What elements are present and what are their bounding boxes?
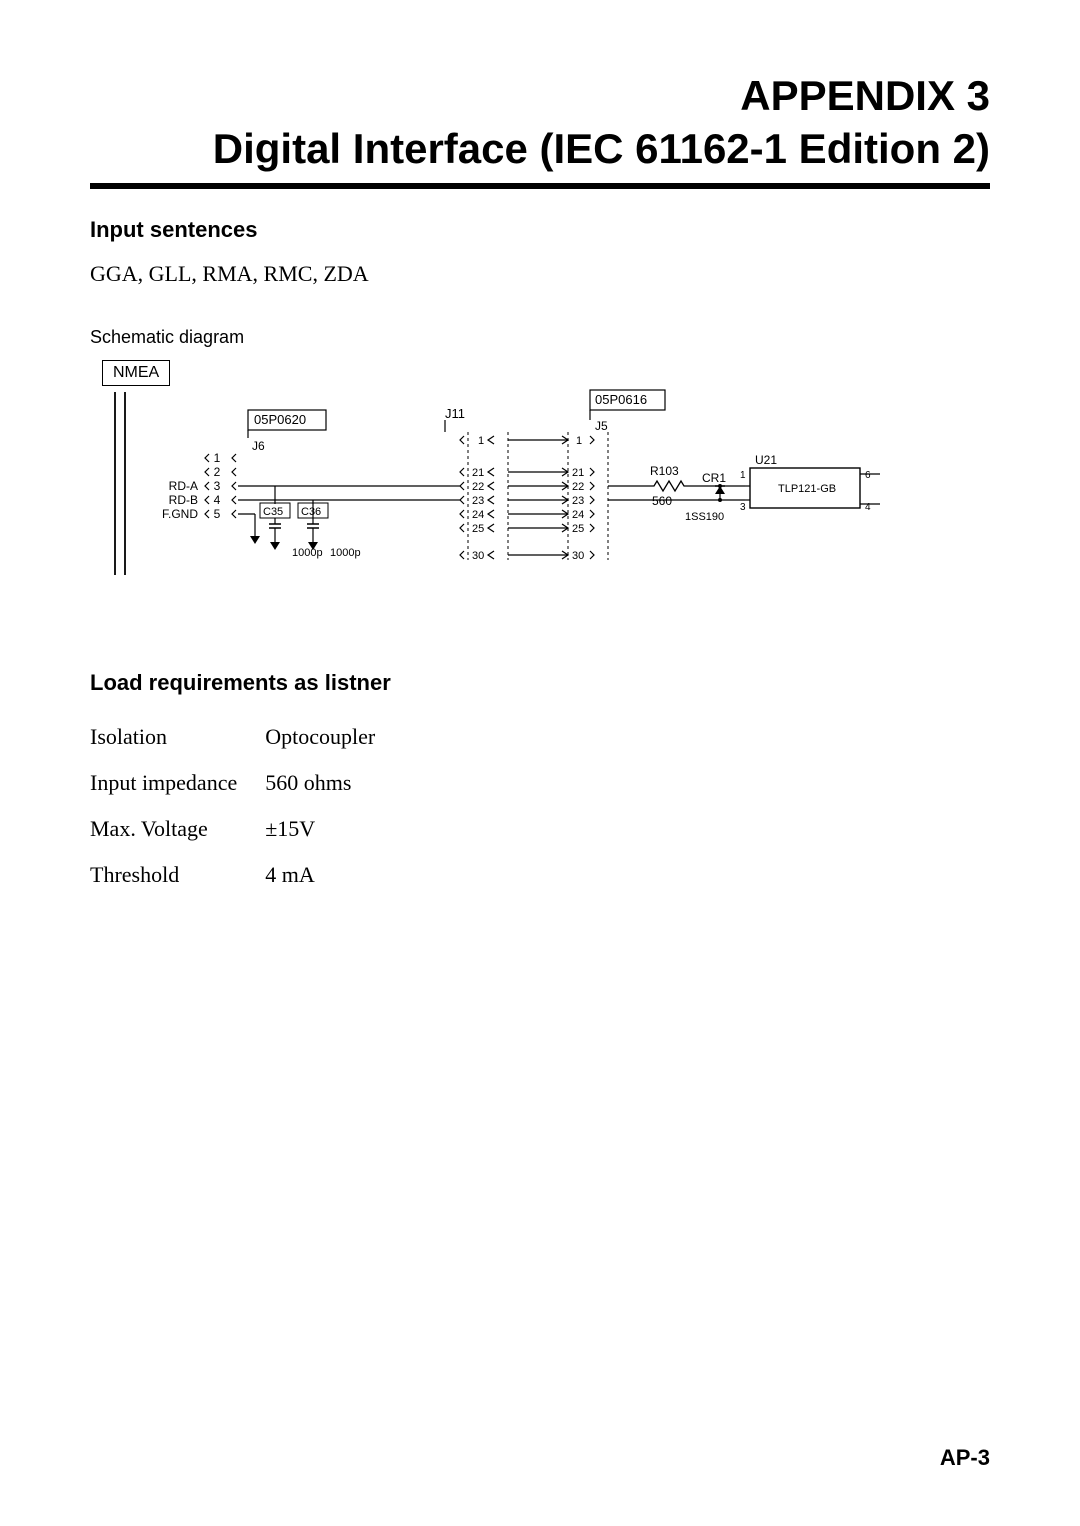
page-title-block: APPENDIX 3 Digital Interface (IEC 61162-…	[90, 70, 990, 189]
j11-label: J11	[445, 406, 465, 421]
table-row: Max. Voltage ±15V	[90, 806, 403, 852]
load-requirements-table: Isolation Optocoupler Input impedance 56…	[90, 714, 403, 898]
svg-text:30: 30	[472, 550, 484, 562]
svg-text:RD-A: RD-A	[169, 479, 198, 493]
svg-text:1SS190: 1SS190	[685, 511, 724, 523]
svg-text:4: 4	[214, 493, 221, 507]
svg-text:22: 22	[572, 481, 584, 493]
svg-text:U21: U21	[755, 453, 777, 467]
svg-text:C35: C35	[263, 506, 283, 518]
svg-text:05P0616: 05P0616	[595, 392, 647, 407]
svg-text:21: 21	[472, 467, 484, 479]
title-line2: Digital Interface (IEC 61162-1 Edition 2…	[90, 123, 990, 176]
svg-text:21: 21	[572, 467, 584, 479]
svg-text:1: 1	[740, 470, 746, 481]
title-line1: APPENDIX 3	[90, 70, 990, 123]
svg-text:RD-B: RD-B	[169, 493, 198, 507]
page-number: AP-3	[940, 1445, 990, 1471]
load-requirements-heading: Load requirements as listner	[90, 670, 990, 696]
svg-text:3: 3	[740, 502, 746, 513]
svg-text:1: 1	[576, 435, 582, 447]
svg-text:1: 1	[478, 435, 484, 447]
svg-text:23: 23	[572, 495, 584, 507]
j6-label: J6	[252, 439, 265, 453]
svg-text:24: 24	[572, 509, 584, 521]
svg-text:3: 3	[214, 479, 221, 493]
input-sentences-list: GGA, GLL, RMA, RMC, ZDA	[90, 261, 990, 287]
j11-pins: 1 21 22 23 24 25 30	[460, 435, 494, 562]
svg-text:24: 24	[472, 509, 484, 521]
load-label: Max. Voltage	[90, 806, 265, 852]
board1-label: 05P0620	[254, 412, 306, 427]
svg-text:CR1: CR1	[702, 471, 726, 485]
svg-text:F.GND: F.GND	[162, 507, 198, 521]
load-label: Threshold	[90, 852, 265, 898]
svg-text:2: 2	[214, 465, 221, 479]
svg-text:1: 1	[214, 451, 221, 465]
table-row: Threshold 4 mA	[90, 852, 403, 898]
svg-text:1000p: 1000p	[330, 547, 361, 559]
load-value: Optocoupler	[265, 714, 403, 760]
svg-text:22: 22	[472, 481, 484, 493]
svg-text:30: 30	[572, 550, 584, 562]
svg-text:25: 25	[472, 523, 484, 535]
schematic-svg: 05P0620 J6 1 2 3 RD-A 4 RD-B 5 F.GND	[90, 360, 990, 620]
load-value: ±15V	[265, 806, 403, 852]
svg-text:5: 5	[214, 507, 221, 521]
j6-pins: 1 2 3 RD-A 4 RD-B 5 F.GND	[162, 451, 236, 521]
svg-text:560: 560	[652, 494, 672, 508]
svg-text:C36: C36	[301, 506, 321, 518]
schematic-diagram: NMEA	[90, 360, 990, 640]
svg-text:25: 25	[572, 523, 584, 535]
j11-j5-links	[508, 436, 568, 559]
j5-pins: 1 21 22 23 24 25 30	[572, 435, 594, 562]
svg-text:6: 6	[865, 470, 871, 481]
svg-text:1000p: 1000p	[292, 547, 323, 559]
load-label: Input impedance	[90, 760, 265, 806]
load-value: 4 mA	[265, 852, 403, 898]
svg-text:J5: J5	[595, 419, 608, 433]
load-value: 560 ohms	[265, 760, 403, 806]
input-sentences-heading: Input sentences	[90, 217, 990, 243]
svg-text:TLP121-GB: TLP121-GB	[778, 483, 836, 495]
svg-text:R103: R103	[650, 464, 679, 478]
svg-text:23: 23	[472, 495, 484, 507]
load-label: Isolation	[90, 714, 265, 760]
table-row: Isolation Optocoupler	[90, 714, 403, 760]
schematic-label: Schematic diagram	[90, 327, 990, 348]
table-row: Input impedance 560 ohms	[90, 760, 403, 806]
